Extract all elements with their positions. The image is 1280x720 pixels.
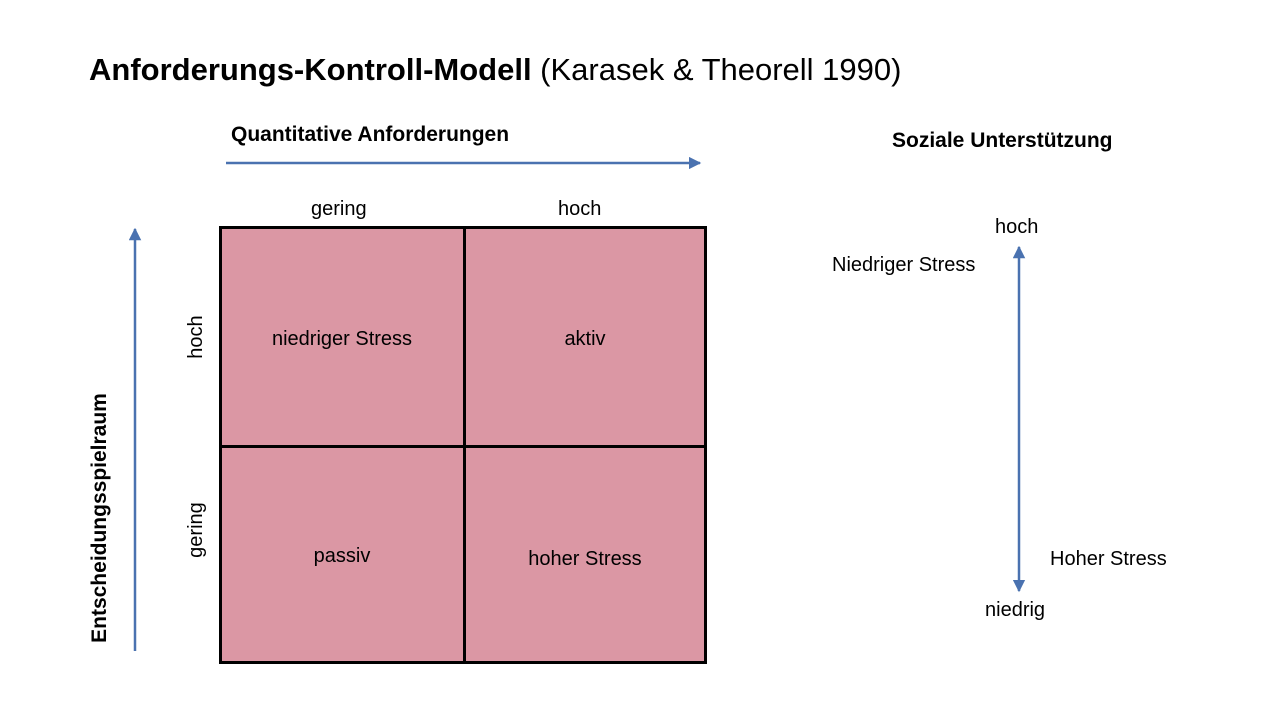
cell-active: aktiv bbox=[564, 328, 606, 350]
demand-control-matrix: niedriger Stress aktiv passiv hoher Stre… bbox=[219, 226, 707, 664]
title-citation: (Karasek & Theorell 1990) bbox=[531, 52, 902, 87]
cell-high-stress: hoher Stress bbox=[528, 548, 642, 570]
social-support-low-stress-label: Niedriger Stress bbox=[832, 254, 976, 276]
cell-low-stress: niedriger Stress bbox=[271, 328, 413, 350]
social-support-high-stress-label: Hoher Stress bbox=[1050, 548, 1167, 570]
column-label-gering: gering bbox=[311, 198, 367, 220]
page-title: Anforderungs-Kontroll-Modell (Karasek & … bbox=[89, 50, 901, 90]
column-label-hoch: hoch bbox=[558, 198, 602, 220]
social-support-high-label: hoch bbox=[995, 216, 1039, 238]
cell-passive: passiv bbox=[313, 545, 371, 567]
title-main: Anforderungs-Kontroll-Modell bbox=[89, 52, 532, 87]
matrix-horizontal-divider bbox=[222, 445, 704, 448]
social-support-low-label: niedrig bbox=[985, 599, 1046, 621]
social-support-title: Soziale Unterstützung bbox=[892, 129, 1113, 152]
x-axis-title: Quantitative Anforderungen bbox=[231, 123, 510, 146]
